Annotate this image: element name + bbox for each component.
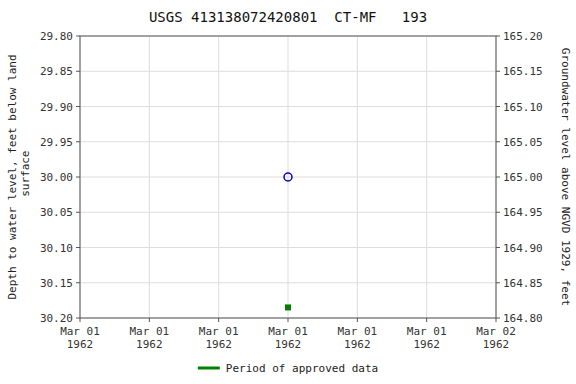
- y2-tick: [496, 318, 500, 319]
- y2-tick: [496, 282, 500, 283]
- y2-tick-label: 165.15: [503, 65, 543, 78]
- chart-title: USGS 413138072420801 CT-MF 193: [149, 9, 427, 25]
- chart-svg: 29.80 29.85 29.90 29.95 30.00 30.05 30.10 30.15…: [0, 0, 576, 384]
- y2-tick-label: 164.95: [503, 206, 543, 219]
- y-tick-label: 29.90: [40, 101, 73, 114]
- x-tick-label: Mar 011962: [337, 325, 377, 351]
- text-line: Mar 01: [337, 325, 377, 338]
- y-tick: [76, 106, 80, 107]
- point: [284, 173, 292, 181]
- x-tick-label: Mar 011962: [407, 325, 447, 351]
- point: [285, 304, 291, 310]
- x-tick: [357, 318, 358, 322]
- y-tick: [76, 71, 80, 72]
- marks: [284, 173, 292, 310]
- x-tick: [496, 318, 497, 322]
- y2-tick: [496, 247, 500, 248]
- x-grid-line: [149, 36, 150, 318]
- x-tick-label: Mar 011962: [129, 325, 169, 351]
- legend-item: Period of approved data: [198, 362, 378, 375]
- grid: [80, 36, 496, 318]
- y-tick: [76, 212, 80, 213]
- x-tick: [149, 318, 150, 322]
- y-tick: [76, 247, 80, 248]
- y-tick: [76, 177, 80, 178]
- y2-tick: [496, 177, 500, 178]
- y-tick-label: 30.10: [40, 242, 73, 255]
- y-tick: [76, 36, 80, 37]
- x-grid-line: [288, 36, 289, 318]
- y2-tick: [496, 212, 500, 213]
- chart-container: 29.80 29.85 29.90 29.95 30.00 30.05 30.10 30.15…: [0, 0, 576, 384]
- text-line: 1962: [275, 338, 302, 351]
- text-line: 1962: [67, 338, 94, 351]
- plot-frame: [80, 36, 496, 318]
- y-tick: [76, 141, 80, 142]
- y-tick-label: 30.00: [40, 171, 73, 184]
- y-tick-label: 29.80: [40, 30, 73, 43]
- text-line: Mar 01: [60, 325, 100, 338]
- text-line: surface: [19, 151, 32, 204]
- y-tick-label: 30.05: [40, 206, 73, 219]
- text-line: 1962: [136, 338, 163, 351]
- text-line: Mar 01: [199, 325, 239, 338]
- y-tick-label: 30.20: [40, 312, 73, 325]
- y2-tick-label: 164.85: [503, 277, 543, 290]
- x-grid-line: [218, 36, 219, 318]
- text-line: 1962: [344, 338, 371, 351]
- y2-tick-label: 165.10: [503, 101, 543, 114]
- text-line: 1962: [413, 338, 440, 351]
- x-grid-line: [357, 36, 358, 318]
- y-tick-label: 29.95: [40, 136, 73, 149]
- y-axis: 29.80 29.85 29.90 29.95 30.00 30.05 30.10 30.15…: [40, 30, 80, 325]
- text-line: 1962: [483, 338, 510, 351]
- y2-tick: [496, 141, 500, 142]
- x-grid-line: [426, 36, 427, 318]
- legend-label: Period of approved data: [226, 362, 378, 375]
- x-tick-label: Mar 011962: [199, 325, 239, 351]
- y2-tick-label: 165.05: [503, 136, 543, 149]
- x-axis: Mar 011962Mar 011962Mar 011962Mar 011962…: [60, 318, 516, 351]
- text-line: Mar 01: [268, 325, 308, 338]
- legend-swatch: [198, 367, 220, 370]
- x-tick: [288, 318, 289, 322]
- x-tick-label: Mar 011962: [268, 325, 308, 351]
- y2-tick-label: 164.90: [503, 242, 543, 255]
- x-tick-label: Mar 011962: [60, 325, 100, 351]
- legend: Period of approved data: [198, 362, 378, 375]
- text-line: Groundwater level above NGVD 1929, feet: [559, 48, 572, 306]
- x-tick: [80, 318, 81, 322]
- text-line: Mar 02: [476, 325, 516, 338]
- y2-tick-label: 165.00: [503, 171, 543, 184]
- y2-axis: 164.80 164.85 164.90 164.95 165.00 165.05 165.…: [496, 30, 543, 325]
- y2-tick: [496, 71, 500, 72]
- x-tick: [426, 318, 427, 322]
- text-line: Depth to water level, feet below land: [6, 54, 19, 299]
- x-tick: [218, 318, 219, 322]
- y-axis-label: Depth to water level, feet below land su…: [6, 54, 32, 299]
- y-tick-label: 29.85: [40, 65, 73, 78]
- y-tick: [76, 282, 80, 283]
- y-tick: [76, 318, 80, 319]
- x-tick-label: Mar 021962: [476, 325, 516, 351]
- text-line: 1962: [205, 338, 232, 351]
- y2-tick: [496, 106, 500, 107]
- text-line: Mar 01: [407, 325, 447, 338]
- text-line: Mar 01: [129, 325, 169, 338]
- y2-axis-label: Groundwater level above NGVD 1929, feet: [559, 48, 572, 306]
- y2-tick: [496, 36, 500, 37]
- y2-tick-label: 165.20: [503, 30, 543, 43]
- y2-tick-label: 164.80: [503, 312, 543, 325]
- y-tick-label: 30.15: [40, 277, 73, 290]
